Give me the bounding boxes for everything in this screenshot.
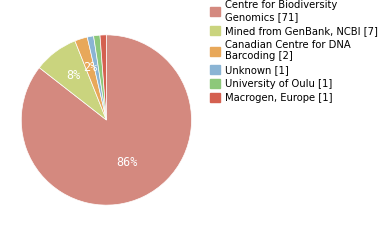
Wedge shape: [87, 36, 106, 120]
Text: 8%: 8%: [66, 69, 80, 82]
Wedge shape: [21, 35, 192, 205]
Wedge shape: [93, 35, 106, 120]
Text: 86%: 86%: [116, 156, 138, 168]
Wedge shape: [75, 37, 106, 120]
Wedge shape: [100, 35, 106, 120]
Wedge shape: [39, 41, 106, 120]
Legend: Centre for Biodiversity
Genomics [71], Mined from GenBank, NCBI [7], Canadian Ce: Centre for Biodiversity Genomics [71], M…: [210, 0, 378, 103]
Text: 2%: 2%: [83, 61, 97, 74]
